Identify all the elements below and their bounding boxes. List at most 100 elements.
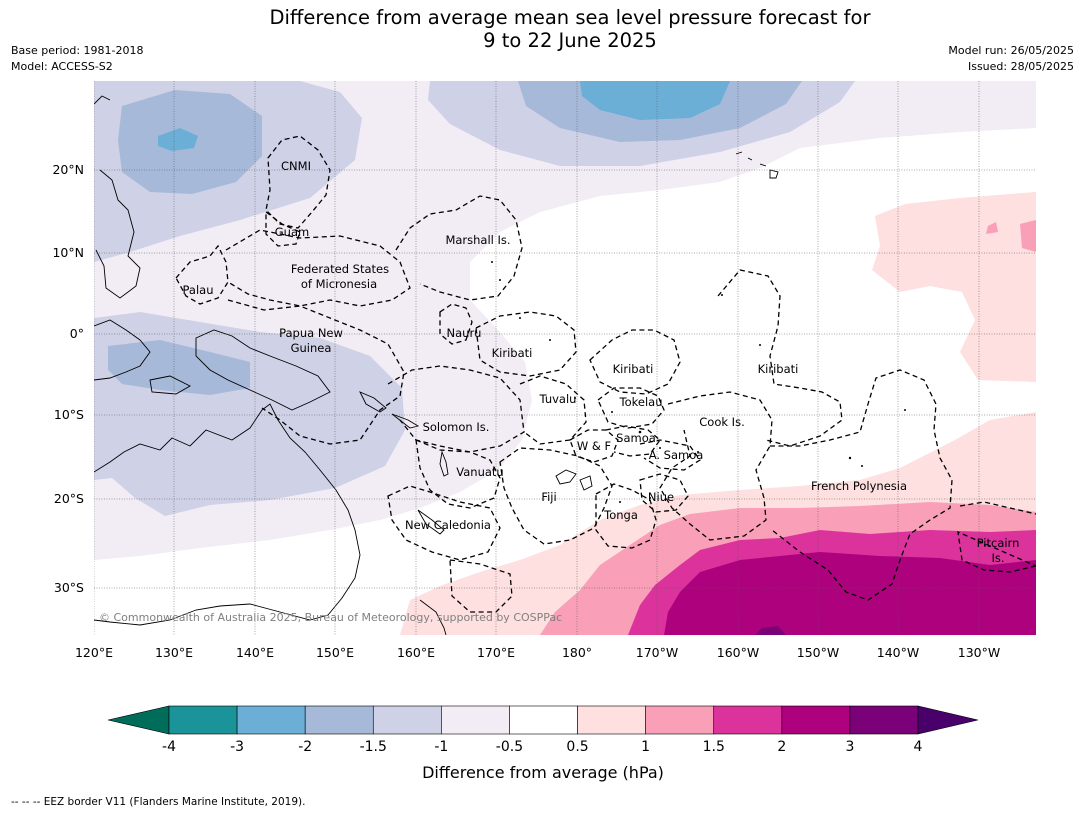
lat-tick-label: 20°N [52,162,84,177]
region-label: Tuvalu [539,392,577,406]
australia-coastline [94,403,361,626]
chart-title: Difference from average mean sea level p… [0,6,1085,52]
new-zealand-coastline [419,599,447,635]
eez-niue [639,473,689,513]
region-label: Papua New [279,326,343,340]
colorbar-segment [645,705,715,735]
latitude-tick-labels: 20°N 10°N 0° 10°S 20°S 30°S [52,162,84,595]
issued-date: Issued: 28/05/2025 [967,60,1074,73]
region-label: Kiribati [492,346,533,360]
region-label: Is. [991,551,1004,565]
lon-tick-label: 170°E [477,645,515,660]
copyright-notice: © Commonwealth of Australia 2025, Bureau… [99,611,562,624]
anomaly-band-neg-2 [580,81,730,120]
coastlines [94,95,779,635]
region-label: Fiji [541,490,556,504]
colorbar-tick-label: 3 [845,739,854,755]
eez-new-caledonia [387,485,501,561]
lat-tick-label: 10°N [52,245,84,260]
colorbar-tick-labels: -4 -3 -2 -1.5 -1 -0.5 0.5 1 1.5 2 3 4 [162,739,923,755]
island-dot [721,294,723,296]
eez-cnmi [265,135,331,229]
lon-tick-label: 140°E [236,645,274,660]
colorbar-tick-label: -0.5 [496,739,523,755]
title-line-1: Difference from average mean sea level p… [269,6,871,29]
colorbar-tick-label: 4 [914,739,923,755]
eez-tuvalu [519,375,587,445]
region-label: French Polynesia [811,479,907,493]
colorbar-extend-high [917,705,979,735]
island-dot [499,279,501,281]
region-label: Kiribati [613,362,654,376]
lat-tick-label: 0° [70,326,84,341]
region-label: Vanuatu [456,465,503,479]
vanuatu-islands [439,450,449,477]
colorbar-segment [577,705,646,735]
lon-tick-label: 160°E [397,645,435,660]
colorbar-tick-label: -4 [162,739,176,755]
colorbar-segment [304,705,374,735]
colorbar-segment [441,705,510,735]
colorbar-tick-label: -2 [298,739,312,755]
island-dot [611,411,613,413]
eez-nauru [439,303,473,345]
island-dot [549,339,551,341]
island-dot [659,447,661,449]
lon-tick-label: 150°W [797,645,839,660]
lat-tick-label: 30°S [54,580,84,595]
colorbar [107,705,979,735]
eez-vanuatu [415,438,501,509]
colorbar-segment [781,705,851,735]
colorbar-segment [372,705,442,735]
small-islands [491,261,986,546]
graticule [94,81,1036,635]
colorbar-tick-label: 1 [641,739,650,755]
colorbar-tick-label: -3 [230,739,244,755]
island-dot [519,317,521,319]
region-label: Guinea [291,341,332,355]
model-name: Model: ACCESS-S2 [11,60,113,73]
colorbar-segment [509,705,578,735]
region-label: Cook Is. [699,415,744,429]
region-label: Marshall Is. [445,233,510,247]
base-period: Base period: 1981-2018 [11,44,144,57]
eez-samoa [605,425,661,457]
region-label: Nauru [447,326,482,340]
colorbar-segment [713,705,783,735]
colorbar-tick-label: -1.5 [360,739,387,755]
anomaly-band-pos-3 [755,626,786,635]
lon-tick-label: 130°W [958,645,1000,660]
lon-tick-label: 140°W [877,645,919,660]
new-caledonia-coastline [417,509,445,535]
eez-kiribati-phoenix [589,329,681,395]
anomaly-band-neg-1-5-png [108,340,250,395]
lon-tick-label: 160°W [717,645,759,660]
region-label: Tokelau [619,395,663,409]
eez-borders [175,135,1036,613]
island-dot [491,261,493,263]
colorbar-segment [236,705,306,735]
lat-tick-label: 20°S [54,491,84,506]
region-label: Palau [183,283,214,297]
title-line-2: 9 to 22 June 2025 [483,29,657,52]
fiji-islands [555,469,593,491]
colorbar-tick-label: -1 [434,739,448,755]
eez-guam [265,210,301,247]
eez-norfolk-kermadec [449,559,513,613]
eez-french-polynesia [770,369,953,601]
eez-cook [659,391,773,541]
region-label: Kiribati [758,362,799,376]
lon-tick-label: 180° [562,645,592,660]
island-dot [574,397,576,399]
longitude-tick-labels: 120°E 130°E 140°E 150°E 160°E 170°E 180° 170°W 1… [75,645,1000,660]
island-dot [697,451,699,453]
solomon-islands [359,391,420,429]
region-label: W & F [577,439,611,453]
japan-coast [94,95,111,105]
anomaly-band-pos-1 [986,220,1036,252]
colorbar-segment [168,705,238,735]
philippines-coastline [95,169,141,299]
colorbar-segment [849,705,919,735]
region-label: Samoa [616,431,656,445]
